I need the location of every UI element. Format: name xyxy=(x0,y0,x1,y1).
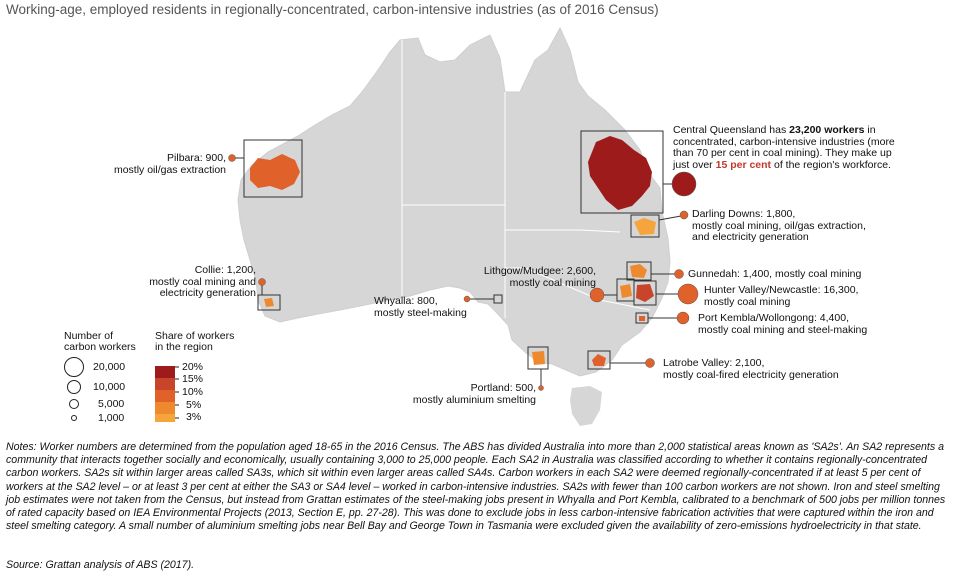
gunnedah-dot xyxy=(674,269,684,279)
gunnedah-area xyxy=(630,264,647,278)
cq-label: Central Queensland has 23,200 workers in… xyxy=(673,124,895,171)
tasmania xyxy=(570,386,602,426)
share-legend xyxy=(155,366,179,422)
darling-box xyxy=(630,214,660,238)
collie-dot xyxy=(258,278,266,286)
kembla-label: Port Kembla/Wollongong: 4,400, mostly coa… xyxy=(698,312,868,336)
latrobe-box xyxy=(587,350,611,370)
latrobe-area xyxy=(592,354,606,366)
kembla-dot xyxy=(676,311,690,325)
size-legend xyxy=(64,357,84,421)
size-legend-value: 20,000 xyxy=(93,361,126,373)
hunter-area xyxy=(636,284,654,302)
size-legend-value: 5,000 xyxy=(98,398,125,410)
pilbara-label: Pilbara: 900, mostly oil/gas extraction xyxy=(113,152,226,176)
whyalla-label: Whyalla: 800, mostly steel-making xyxy=(374,295,467,319)
portland-area xyxy=(532,351,545,365)
portland-dot xyxy=(538,385,544,391)
state-borders xyxy=(401,40,651,318)
collie-label: Collie: 1,200, mostly coal mining and elec… xyxy=(149,264,256,299)
share-legend-value: 5% xyxy=(186,399,202,411)
latrobe-dot xyxy=(645,358,655,368)
lithgow-label: Lithgow/Mudgee: 2,600, mostly coal mining xyxy=(483,265,596,289)
share-legend-title: Share of workers in the region xyxy=(155,330,235,353)
gunnedah-box xyxy=(626,261,652,281)
gunnedah-label: Gunnedah: 1,400, mostly coal mining xyxy=(688,268,862,280)
portland-label: Portland: 500, mostly aluminium smelting xyxy=(412,382,536,406)
australia-mainland xyxy=(237,26,671,377)
share-legend-value: 15% xyxy=(182,373,204,385)
notes-text: Notes: Worker numbers are determined fro… xyxy=(6,441,946,533)
map-subtitle: Working-age, employed residents in regio… xyxy=(6,2,659,17)
collie-area xyxy=(264,298,274,307)
darling-dot xyxy=(679,210,689,220)
size-legend-value: 1,000 xyxy=(98,412,125,424)
cq-box xyxy=(580,130,664,214)
darling-label: Darling Downs: 1,800, mostly coal mining,… xyxy=(692,208,866,243)
collie-box xyxy=(257,294,281,311)
hunter-dot xyxy=(677,283,699,305)
hunter-label: Hunter Valley/Newcastle: 16,300, mostly c… xyxy=(704,284,859,308)
latrobe-label: Latrobe Valley: 2,100, mostly coal-fired … xyxy=(663,357,839,381)
whyalla-dot xyxy=(463,295,471,303)
pilbara-area xyxy=(250,154,300,190)
size-legend-title: Number of carbon workers xyxy=(64,330,136,353)
pilbara-box xyxy=(243,139,303,198)
australia-map xyxy=(64,26,699,426)
cq-dot xyxy=(671,171,697,197)
portland-box xyxy=(527,346,549,370)
size-legend-value: 10,000 xyxy=(93,381,126,393)
kembla-area xyxy=(639,316,645,321)
darling-area xyxy=(634,218,656,235)
cq-area xyxy=(588,136,652,210)
lithgow-dot xyxy=(589,287,605,303)
pilbara-dot xyxy=(228,154,236,162)
share-legend-value: 3% xyxy=(186,411,202,423)
source-text: Source: Grattan analysis of ABS (2017). xyxy=(6,559,195,571)
hunter-box xyxy=(633,280,657,306)
share-legend-value: 20% xyxy=(182,361,204,373)
share-legend-value: 10% xyxy=(182,386,204,398)
lithgow-area xyxy=(620,284,632,298)
